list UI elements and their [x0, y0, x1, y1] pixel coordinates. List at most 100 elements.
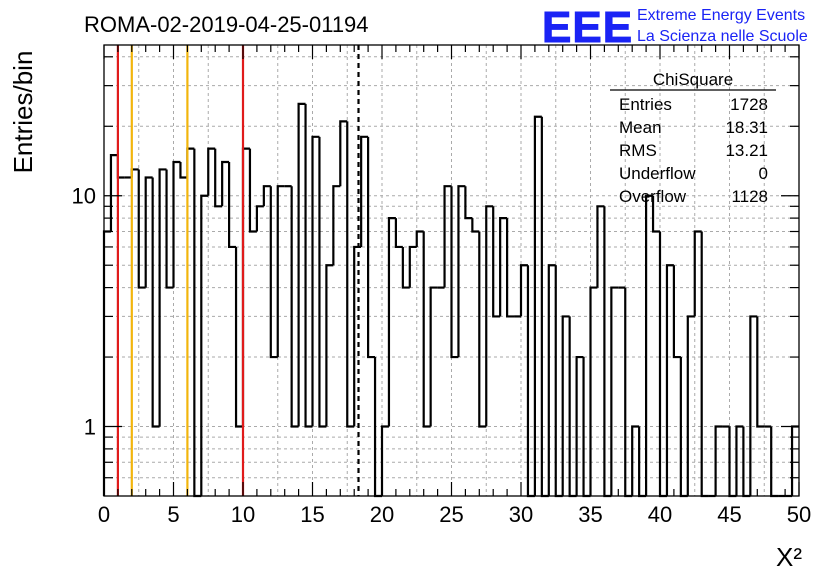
histogram-bin — [297, 102, 306, 427]
x-axis-label: X² — [776, 542, 802, 572]
histogram-bin — [499, 217, 508, 317]
histogram-bin — [408, 245, 417, 288]
histogram-bin — [207, 147, 216, 196]
histogram-bin — [165, 169, 174, 289]
histogram-bin — [290, 186, 299, 428]
y-axis-label: Entries/bin — [8, 51, 38, 174]
histogram-bin — [485, 205, 494, 427]
histogram-bin — [735, 425, 744, 496]
x-tick-label: 30 — [509, 502, 533, 527]
histogram-bin — [693, 230, 702, 317]
histogram-bin — [519, 264, 528, 317]
histogram-bin — [304, 103, 313, 428]
x-tick-label: 5 — [167, 502, 179, 527]
x-tick-label: 15 — [300, 502, 324, 527]
histogram-bin — [137, 169, 146, 289]
stats-title: ChiSquare — [653, 70, 733, 89]
histogram-bin — [457, 185, 466, 358]
y-tick-label: 10 — [72, 184, 96, 209]
histogram-bin — [471, 218, 480, 233]
histogram-bin — [631, 425, 640, 496]
stats-label-underflow: Underflow — [619, 164, 696, 183]
x-tick-label: 0 — [98, 502, 110, 527]
stats-value-underflow: 0 — [759, 164, 768, 183]
histogram-bin — [158, 168, 167, 427]
y-tick-label: 1 — [84, 415, 96, 440]
histogram-bin — [478, 231, 487, 428]
histogram-bin — [276, 185, 285, 358]
histogram-bin — [756, 316, 765, 428]
histogram-bin — [346, 121, 355, 428]
histogram-bin — [506, 218, 515, 318]
stats-value-overflow: 1128 — [731, 187, 768, 206]
histogram-bin — [401, 246, 410, 289]
histogram-bin — [589, 286, 598, 496]
histogram-bin — [269, 186, 278, 359]
histogram-bin — [367, 136, 376, 359]
eee-logo: EEE Extreme Energy Events La Scienza nel… — [542, 3, 808, 53]
histogram-bin — [179, 162, 188, 179]
histogram-bin — [429, 286, 438, 427]
histogram-bin — [533, 115, 542, 496]
histogram-bin — [311, 135, 320, 427]
eee-logo-line2: La Scienza nelle Scuole — [637, 28, 808, 45]
histogram-bin — [339, 120, 348, 187]
histogram-bin — [492, 206, 501, 318]
histogram-bin — [200, 194, 209, 496]
stats-label-mean: Mean — [619, 118, 662, 137]
stats-label-overflow: Overflow — [619, 187, 687, 206]
stats-value-mean: 18.31 — [725, 118, 768, 137]
histogram-bin — [415, 230, 424, 247]
x-tick-label: 50 — [787, 502, 811, 527]
stats-value-entries: 1728 — [730, 95, 768, 114]
histogram-bin — [610, 286, 619, 496]
histogram-bin — [318, 136, 327, 428]
histogram-bin — [332, 185, 341, 266]
axes: 0 5 10 15 20 25 30 35 40 45 50 1 10 — [72, 44, 811, 527]
histogram-bin — [234, 246, 243, 428]
histogram-bin — [151, 177, 160, 428]
histogram-bin — [387, 217, 396, 427]
stats-box: ChiSquare Entries 1728 Mean 18.31 RMS 13… — [610, 70, 776, 206]
histogram-bin — [228, 162, 237, 249]
reference-lines — [116, 45, 360, 496]
histogram-bin — [394, 218, 403, 249]
histogram-bin — [255, 205, 264, 232]
histogram-bin — [443, 185, 452, 288]
histogram-bin — [561, 315, 570, 496]
histogram-bin — [651, 195, 660, 233]
x-tick-label: 40 — [648, 502, 672, 527]
histogram-bin — [248, 148, 257, 233]
histogram-bin — [262, 185, 271, 207]
histogram-bin — [450, 186, 459, 359]
eee-logo-line1: Extreme Energy Events — [637, 7, 805, 24]
histogram-bin — [464, 186, 473, 220]
histogram-bin — [325, 264, 334, 427]
x-tick-label: 45 — [717, 502, 741, 527]
histogram-bin — [547, 264, 556, 496]
chart-title: ROMA-02-2019-04-25-01194 — [84, 12, 369, 37]
histogram-bin — [645, 194, 654, 496]
histogram-bin — [422, 231, 431, 428]
histogram-bin — [665, 264, 674, 496]
x-tick-label: 25 — [439, 502, 463, 527]
eee-logo-mark: EEE — [542, 3, 633, 52]
grid — [104, 45, 799, 496]
x-tick-label: 20 — [370, 502, 394, 527]
stats-label-rms: RMS — [619, 141, 657, 160]
x-tick-label: 35 — [578, 502, 602, 527]
histogram-bin — [221, 160, 230, 207]
histogram-bin — [672, 265, 681, 359]
histogram-bin — [596, 205, 605, 288]
histogram-bin — [172, 160, 181, 288]
histogram-bin — [749, 315, 758, 496]
histogram-bin — [575, 355, 584, 496]
histogram-bin — [214, 148, 223, 208]
stats-label-entries: Entries — [619, 95, 672, 114]
histogram-bin — [144, 176, 153, 288]
stats-value-rms: 13.21 — [725, 141, 768, 160]
x-tick-label: 10 — [231, 502, 255, 527]
histogram-bin — [360, 135, 369, 247]
histogram-bin — [686, 315, 695, 496]
